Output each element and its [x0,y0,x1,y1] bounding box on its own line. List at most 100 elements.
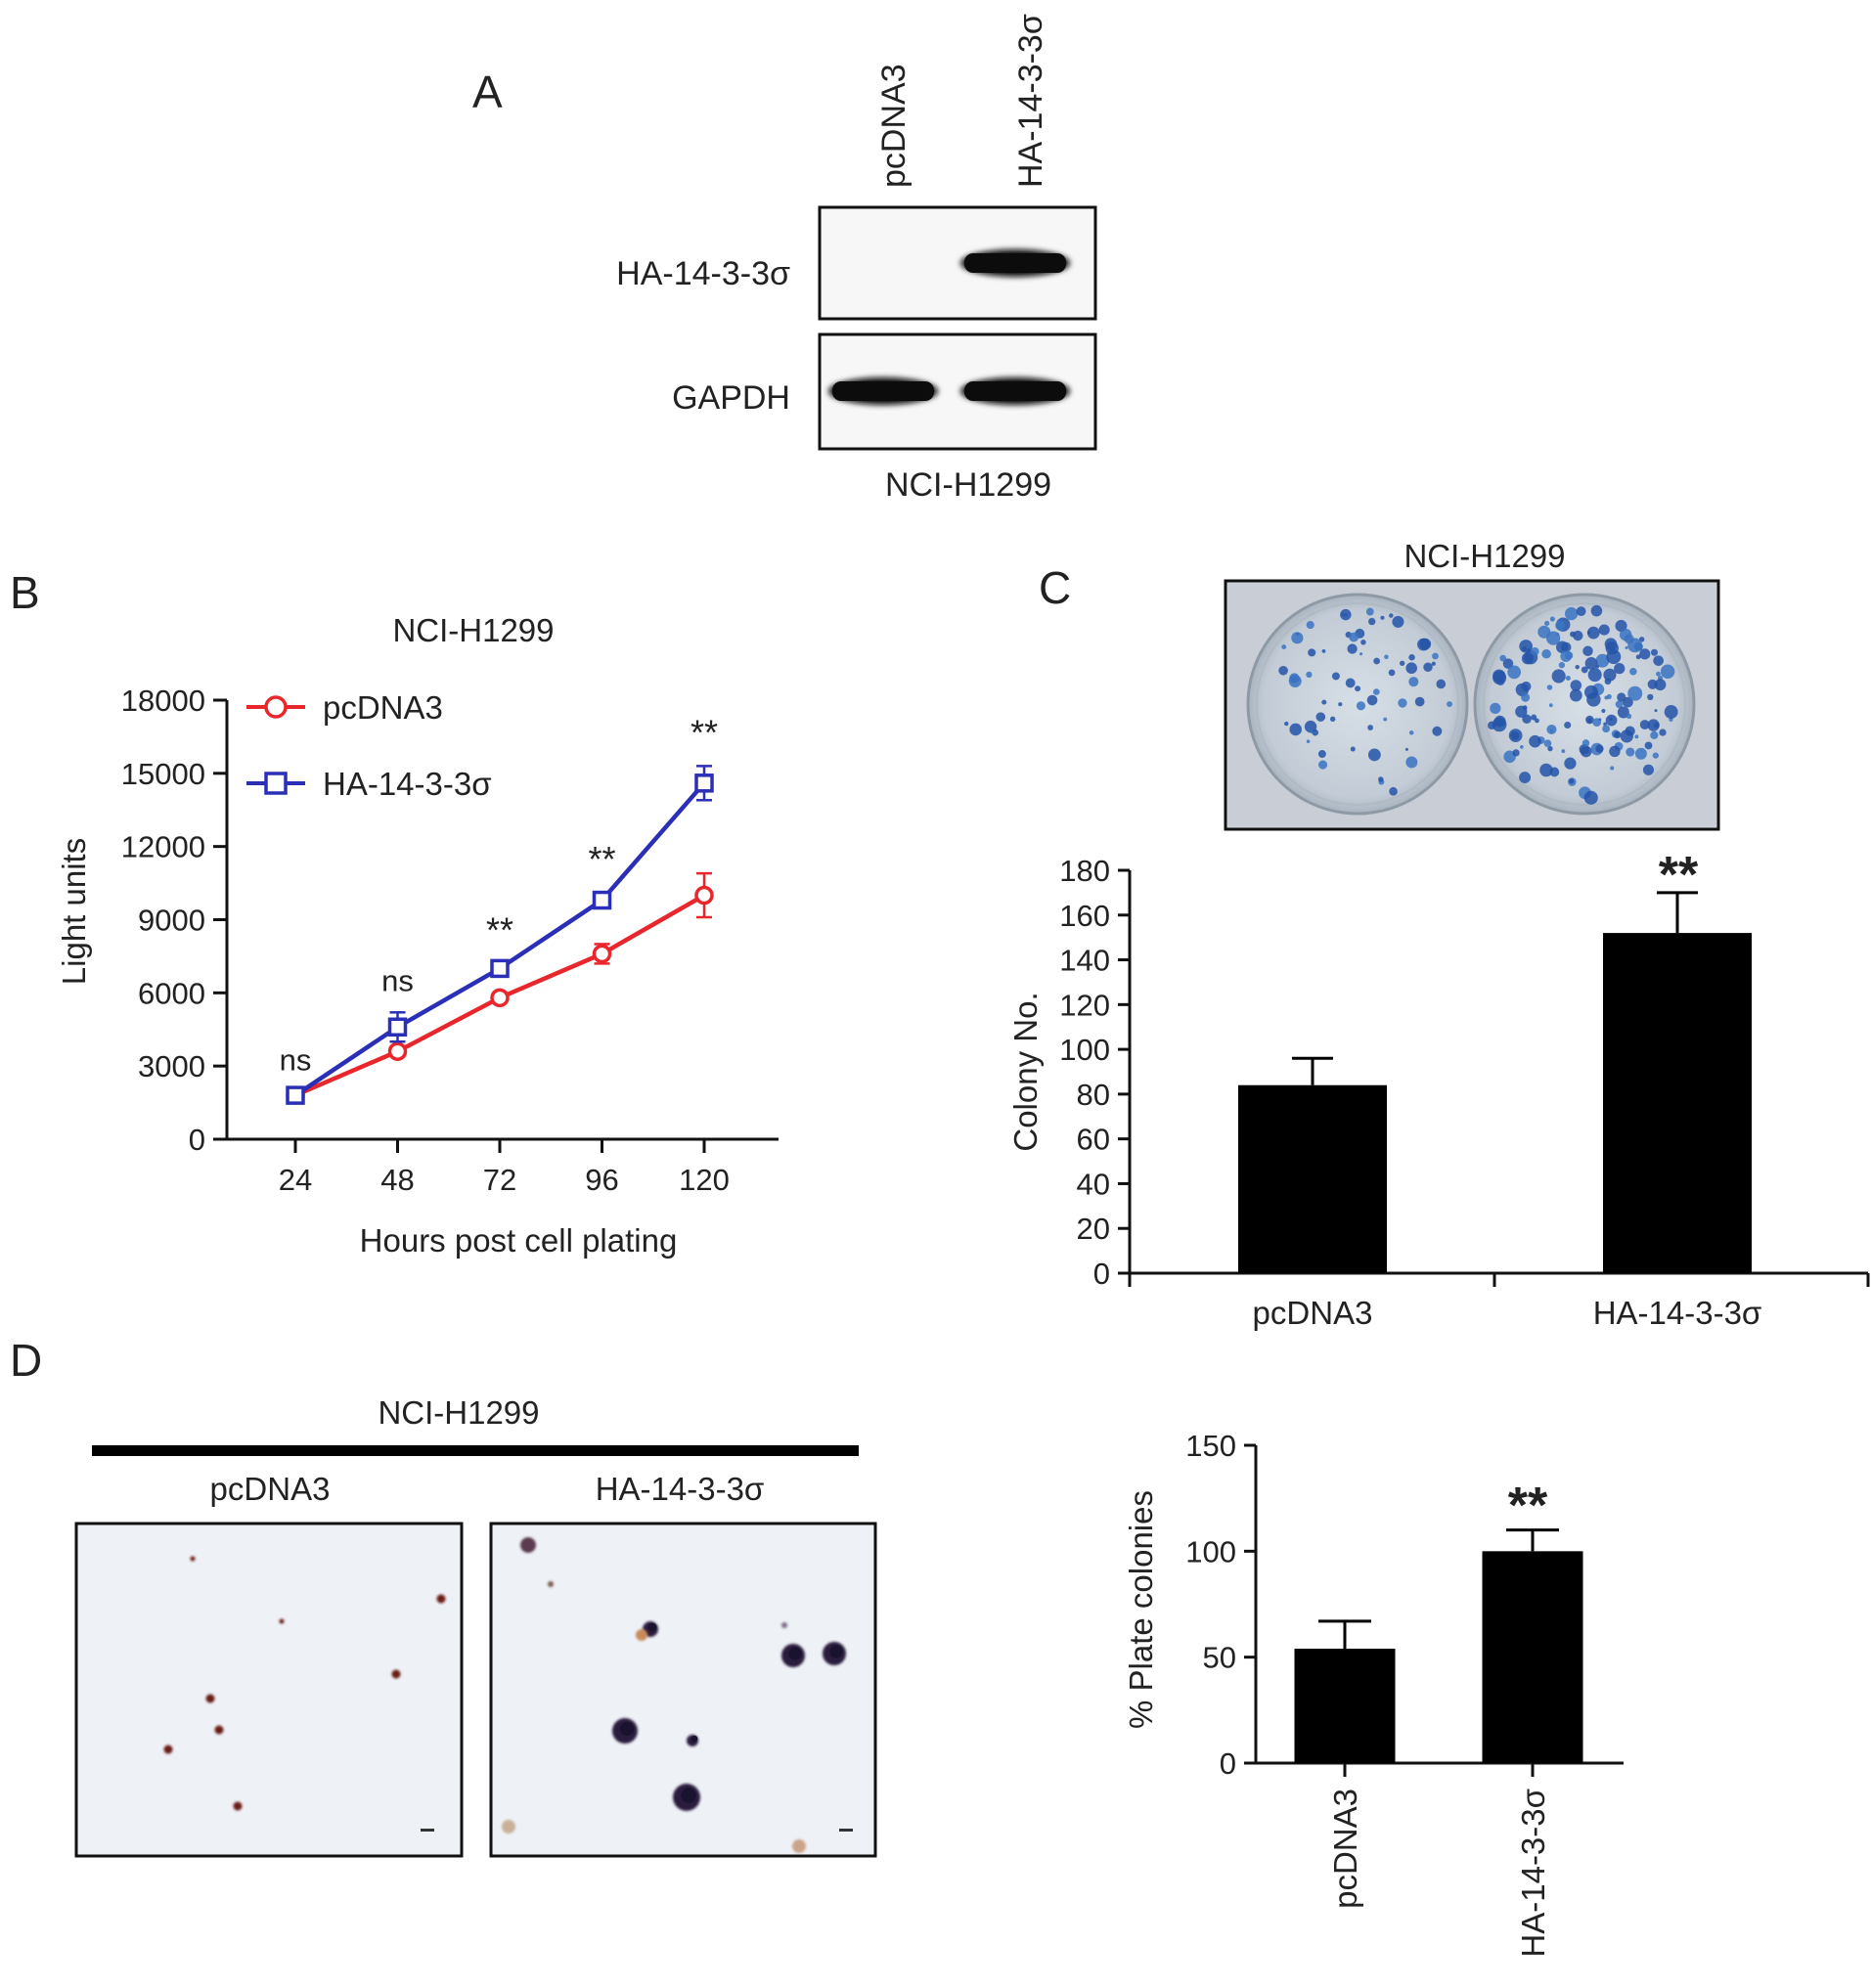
colony-spot [1432,726,1443,736]
colony-spot [1659,729,1667,736]
colony-spot [1638,637,1645,642]
bar-chart-y-tick-label: 0 [1220,1746,1236,1781]
colony-spot [1586,626,1600,640]
colony-spot [1642,764,1655,775]
blot-bands-gapdh [828,377,1070,405]
colony-spot [1367,725,1373,730]
culture-dish [1473,593,1696,816]
colony-spot [1331,672,1340,681]
blot-band-core [832,381,934,401]
chart-b-y-tick-label: 15000 [121,757,205,791]
colony-spot [1345,678,1356,688]
colony-spot [1512,749,1520,757]
colony-spot [1614,663,1626,675]
colony-spot [1521,681,1532,692]
chart-d-significance: ** [1508,1478,1548,1534]
colony-spot [1408,677,1419,687]
bar-chart-y-tick-label: 120 [1059,988,1110,1022]
micro-colony [214,1725,224,1735]
colony-spot [1626,747,1635,757]
colony-spot [1598,624,1610,636]
chart-b-x-tick-label: 72 [483,1163,516,1197]
colony-spot [1347,643,1358,654]
bar-chart-y-tick-label: 60 [1077,1123,1110,1157]
colony-spot [1284,721,1289,727]
colony-spot [1378,776,1384,782]
bar-chart-y-tick-label: 140 [1059,944,1110,978]
chart-b-x-tick-label: 24 [279,1163,312,1197]
colony-spot [1556,620,1564,627]
colony-spot [1502,658,1514,669]
colony-spot [1586,692,1601,707]
colony-spot [1350,746,1356,752]
colony-spot [1604,638,1618,650]
colony-spot [1573,630,1583,641]
chart-b-xlabel: Hours post cell plating [360,1222,678,1259]
legend-label-pcdna3: pcDNA3 [323,689,443,726]
chart-b-point [592,890,612,910]
colony-spot [1625,726,1635,736]
micro-colony [391,1669,401,1679]
panel-c-letter: C [1039,562,1071,613]
colony-spot [1368,617,1376,626]
chart-b-point [387,1041,408,1061]
colony-spot [1544,620,1550,627]
micro-debris [792,1839,806,1853]
bar [1482,1551,1583,1763]
colony-spot [1383,717,1388,722]
colony-spot [1654,709,1658,713]
panel-c: C NCI-H1299 0 20 40 60 80 100 120 140 160 180 pcDN… [1007,538,1870,1331]
colony-spot [1606,693,1612,700]
legend-label-ha: HA-14-3-3σ [323,766,492,802]
colony-spot [1529,734,1541,748]
colony-spot [1522,714,1532,724]
colony-spot [1615,619,1627,633]
colony-spot [1423,662,1433,672]
colony-spot [1543,739,1552,748]
colony-spot [1306,671,1313,679]
colony-spot [1623,696,1633,708]
colony-spot [1527,647,1531,652]
colony-spot [1639,648,1651,660]
colony-spot [1647,719,1660,731]
colony-spot [1535,718,1539,724]
chart-b-y-tick-label: 3000 [138,1049,205,1083]
chart-b-x-tick-label: 96 [585,1163,618,1197]
colony-spot [1569,778,1575,784]
colony-spot [1603,668,1617,682]
colony-spot [1644,741,1653,750]
colony-spot [1308,648,1316,657]
panel-d-title-rule [92,1445,859,1456]
bar-chart-y-tick-label: 160 [1059,899,1110,933]
colony-spot [1570,680,1582,691]
colony-spot [1595,653,1610,668]
colony-spot [1372,688,1380,695]
colony-spot [1550,729,1554,733]
colony-spot [1531,714,1537,721]
blot-cell-line: NCI-H1299 [885,466,1051,504]
colony-spot [1587,668,1602,683]
colony-spot [1360,640,1366,645]
colony-spot [1365,607,1374,616]
chart-b-annotation: ns [381,963,414,997]
colony-spot [1652,752,1659,759]
chart-b-y-tick-label: 6000 [138,976,205,1010]
colony-spot [1490,702,1501,714]
colony-spot [1541,648,1551,659]
colony-spot [1289,723,1303,736]
chart-b-annotation: ** [486,909,513,950]
colony-spot [1601,708,1606,714]
panel-d: D NCI-H1299 pcDNA3 HA-14-3-3σ 0 50 100 150 p… [10,1335,1624,1958]
colony-spot [1639,720,1650,729]
colony-spot [1399,660,1405,666]
micrograph-pcdna3-frame [74,1522,464,1858]
colony-spot [1650,730,1659,739]
chart-b-point [490,958,510,979]
image-label-pcdna3: pcDNA3 [210,1471,331,1507]
colony-spot [1656,671,1661,677]
chart-b-annotation: ** [588,839,615,879]
colony-spot [1373,657,1381,665]
colony-spot [1537,625,1551,639]
colony-spot [1576,606,1586,617]
colony-spot [1432,652,1439,660]
